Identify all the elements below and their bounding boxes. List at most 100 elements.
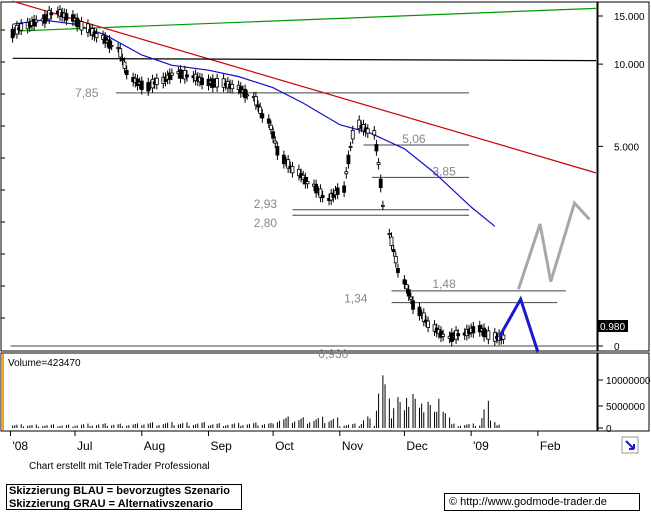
- price-axis: [597, 1, 650, 352]
- candle-body: [43, 14, 47, 24]
- candle-body: [70, 14, 75, 22]
- candle-body: [86, 23, 90, 33]
- candle-body: [374, 144, 379, 152]
- candle-body: [19, 23, 24, 31]
- level-label: 0,930: [318, 347, 348, 361]
- x-tick-label: '08: [12, 439, 28, 453]
- candle-layer: [10, 5, 506, 347]
- candle-body: [406, 289, 411, 297]
- y-tick-label: 10.000: [614, 60, 645, 71]
- trendline-horizontal: [12, 57, 597, 62]
- chart-credit: Chart erstellt mit TeleTrader Profession…: [29, 461, 210, 472]
- candle-body: [185, 74, 189, 78]
- level-layer: 7,85 5,06 3,85 2,93 2,80 1,48 1,34 0,930: [10, 86, 596, 361]
- candle-body: [408, 296, 413, 300]
- candle-body: [269, 124, 273, 130]
- candle-body: [417, 306, 422, 317]
- candle-body: [107, 39, 112, 49]
- x-tick-label: Feb: [540, 439, 561, 453]
- level-label: 1,48: [432, 277, 456, 291]
- volume-panel: [0, 352, 598, 432]
- candle-body: [486, 330, 491, 340]
- candle-body: [335, 187, 340, 195]
- candle-body: [146, 82, 151, 92]
- trendline-resistance: [12, 0, 597, 174]
- x-tick-label: Sep: [211, 439, 233, 453]
- candle-body: [167, 72, 172, 80]
- arrow-down-right-icon: [625, 440, 635, 450]
- candle-body: [64, 13, 69, 21]
- source-url: http://www.godmode-trader.de: [460, 496, 607, 508]
- candle-body: [396, 268, 400, 274]
- candle-body: [297, 168, 301, 177]
- candle-body: [34, 19, 39, 23]
- candle-body: [49, 12, 54, 16]
- source-link[interactable]: © http://www.godmode-trader.de: [444, 493, 640, 511]
- level-label: 2,93: [254, 197, 278, 211]
- level-label: 5,06: [402, 132, 426, 146]
- candle-body: [243, 88, 248, 99]
- candle-body: [456, 333, 461, 337]
- candle-body: [32, 19, 37, 27]
- candle-body: [154, 77, 159, 86]
- candle-body: [378, 178, 383, 189]
- candle-body: [404, 284, 409, 290]
- candle-body: [387, 233, 392, 235]
- scenario-blue-path: [497, 295, 540, 353]
- candle-body: [411, 300, 415, 310]
- candle-body: [303, 176, 308, 185]
- candle-body: [331, 192, 336, 198]
- candle-body: [109, 45, 114, 47]
- candle-body: [501, 334, 506, 340]
- candle-body: [393, 256, 398, 264]
- x-tick-label: Oct: [275, 439, 294, 453]
- candle-body: [342, 185, 347, 193]
- x-tick-label: Dec: [406, 439, 427, 453]
- candle-body: [482, 327, 486, 338]
- candle-body: [391, 249, 396, 253]
- candle-body: [365, 128, 370, 134]
- candle-body: [200, 77, 204, 85]
- last-price-box: [598, 320, 628, 332]
- candle-body: [471, 326, 476, 334]
- candle-body: [426, 320, 430, 328]
- candle-body: [402, 279, 407, 285]
- y-tick-label: 0: [614, 342, 620, 353]
- candle-body: [94, 33, 99, 39]
- candle-body: [286, 159, 291, 169]
- level-label: 3,85: [432, 164, 456, 178]
- candle-body: [170, 72, 174, 76]
- level-label: 7,85: [75, 86, 99, 100]
- candle-body: [346, 154, 351, 165]
- candle-body: [271, 131, 275, 139]
- scenario-grey-path: [517, 200, 591, 290]
- candle-body: [318, 188, 323, 198]
- candle-body: [380, 205, 385, 207]
- candle-body: [258, 106, 263, 114]
- scenario-layer: [497, 200, 591, 353]
- candle-body: [344, 171, 349, 175]
- volume-layer: [12, 375, 500, 428]
- candle-body: [10, 28, 15, 39]
- candle-body: [372, 130, 377, 136]
- candle-body: [230, 84, 235, 90]
- x-tick-label: '09: [473, 439, 489, 453]
- y-tick-label: 15.000: [614, 12, 645, 23]
- level-label: 1,34: [344, 292, 368, 306]
- volume-left-marker: [1, 354, 4, 430]
- volume-label: Volume=423470: [8, 358, 81, 369]
- candle-body: [275, 146, 280, 156]
- candle-body: [357, 119, 362, 130]
- candle-body: [122, 61, 127, 69]
- candle-body: [281, 154, 286, 165]
- candle-body: [305, 181, 310, 185]
- copyright-icon: ©: [449, 496, 458, 508]
- candle-body: [266, 118, 271, 124]
- candle-body: [79, 21, 84, 31]
- candle-body: [376, 162, 381, 166]
- candle-body: [116, 47, 120, 49]
- candle-body: [215, 78, 220, 88]
- legend-grey: Skizzierung GRAU = Alternativszenario: [9, 498, 214, 510]
- candle-body: [314, 183, 319, 194]
